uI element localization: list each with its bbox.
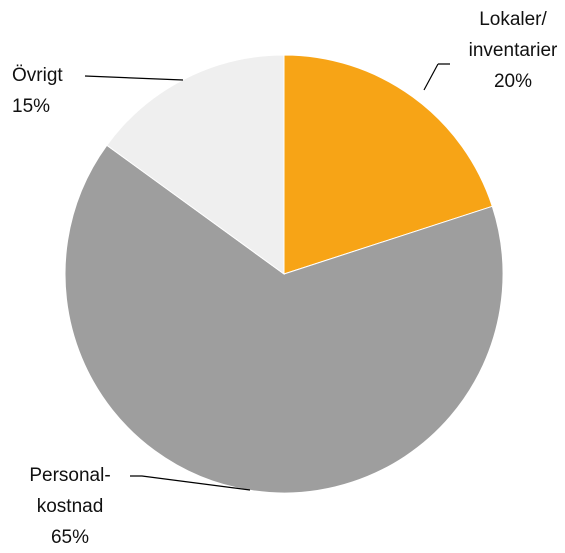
pie-slice: [283, 54, 493, 275]
label-category: Övrigt: [12, 65, 63, 86]
label-value: 20%: [493, 71, 533, 92]
label-value: 65%: [50, 527, 90, 548]
leader-line: [130, 475, 251, 491]
pie-slice: [106, 54, 285, 275]
leader-line: [423, 63, 450, 91]
label-category: Personal- kostnad: [29, 465, 111, 517]
data-label: Personal- kostnad 65%: [0, 460, 140, 553]
leader-line: [84, 75, 184, 81]
label-category: Lokaler/ inventarier: [468, 9, 558, 61]
data-label: Övrigt 15%: [12, 60, 132, 122]
data-label: Lokaler/ inventarier 20%: [408, 4, 565, 97]
label-value: 15%: [12, 96, 51, 117]
